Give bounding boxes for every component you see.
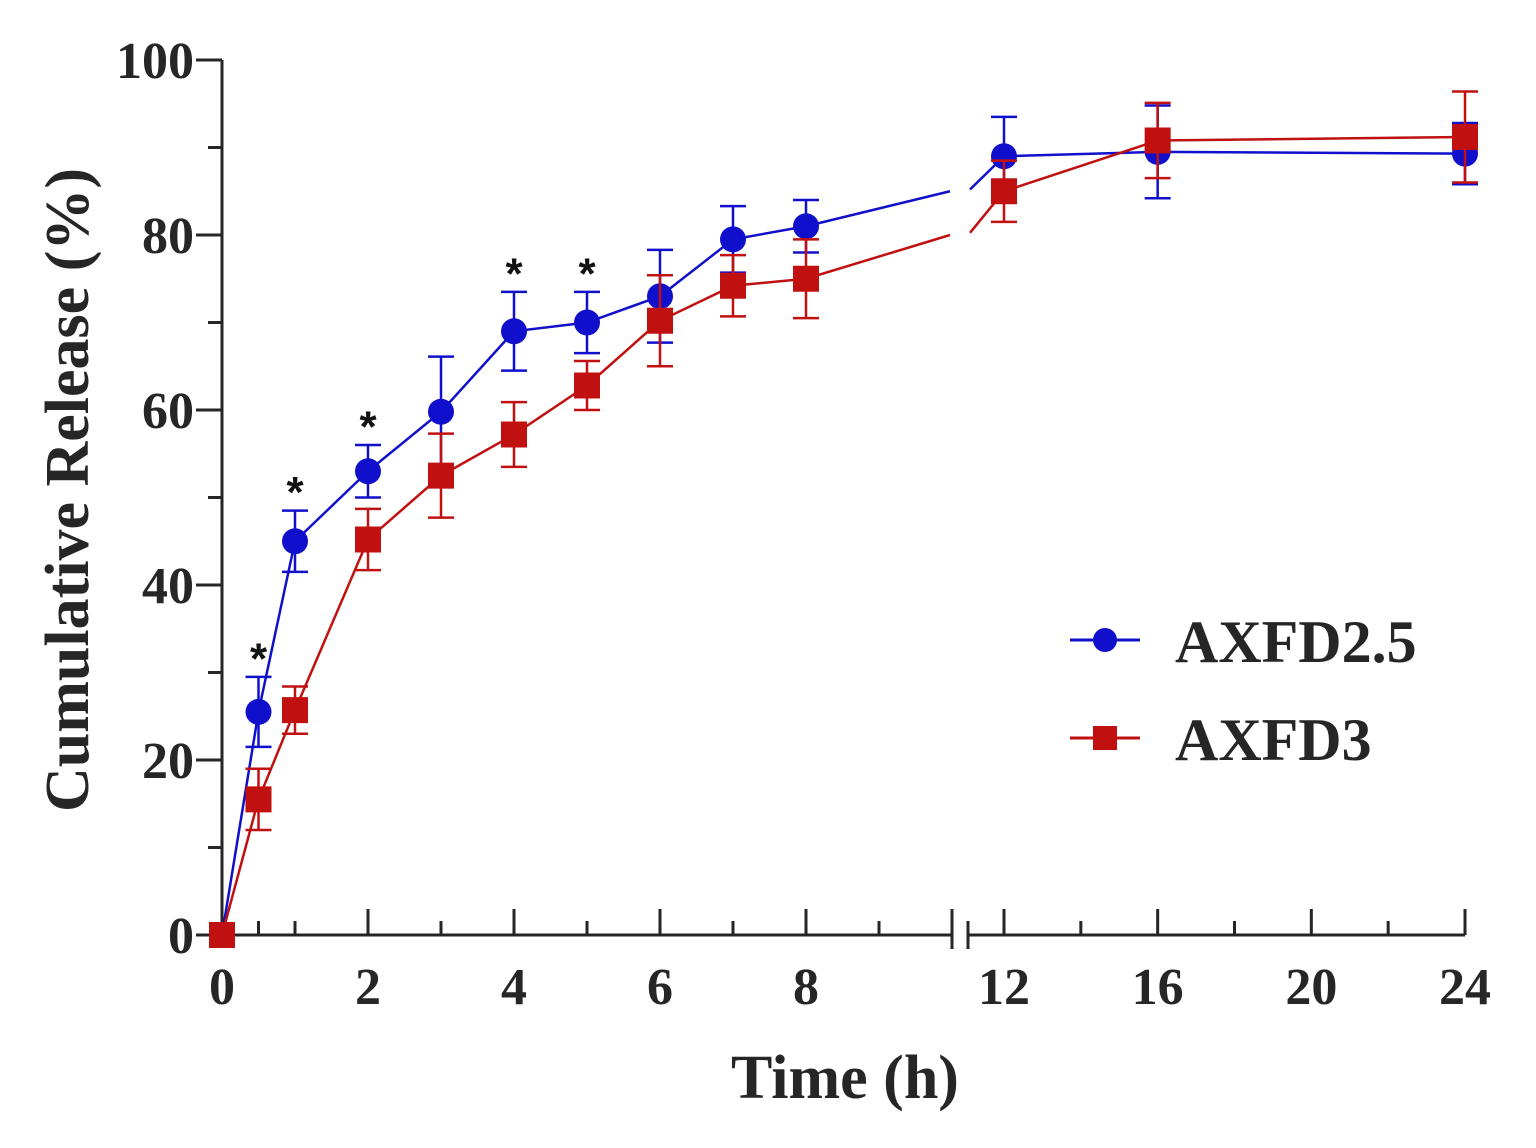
data-point [720, 226, 746, 253]
series-axfd3 [209, 90, 1478, 948]
legend-marker-axfd3 [1093, 726, 1117, 750]
series-axfd25 [209, 104, 1478, 948]
data-point [647, 307, 673, 334]
data-point [355, 458, 381, 485]
x-tick-label: 8 [793, 959, 819, 1016]
y-tick-label: 100 [116, 33, 194, 90]
data-point [355, 526, 381, 553]
series-line [969, 135, 1466, 234]
significance-star: * [505, 249, 523, 298]
x-tick-label: 20 [1285, 959, 1337, 1016]
legend: AXFD2.5 AXFD3 [1070, 609, 1417, 773]
y-tick-label: 0 [168, 908, 194, 965]
x-tick-label: 6 [647, 959, 673, 1016]
x-tick-label: 2 [355, 959, 381, 1016]
significance-star: * [286, 468, 304, 517]
data-point [574, 372, 600, 399]
data-point [428, 462, 454, 489]
data-point [991, 178, 1017, 205]
x-tick-label: 24 [1439, 959, 1491, 1016]
data-point [1144, 127, 1171, 154]
y-tick-label: 20 [142, 733, 194, 790]
x-tick-label: 4 [501, 959, 527, 1016]
annotation-layer: * * * * * [250, 249, 597, 683]
data-point [574, 309, 600, 336]
data-point [720, 272, 746, 299]
data-point [282, 528, 308, 555]
significance-star: * [359, 403, 377, 452]
data-point [245, 786, 272, 813]
data-point [428, 398, 454, 425]
legend-marker-axfd25 [1093, 628, 1117, 652]
y-axis-title: Cumulative Release (%) [34, 168, 102, 812]
data-point [501, 421, 527, 448]
data-point [793, 213, 819, 240]
legend-label-axfd3: AXFD3 [1175, 707, 1372, 773]
data-point [245, 698, 272, 725]
y-tick-label: 60 [142, 383, 194, 440]
data-point [501, 318, 527, 345]
significance-star: * [578, 249, 596, 298]
data-point [209, 922, 235, 948]
series-layer [209, 90, 1478, 948]
significance-star: * [250, 634, 268, 683]
y-tick-label: 40 [142, 558, 194, 615]
series-line [969, 150, 1466, 191]
x-axis-title: Time (h) [731, 1044, 959, 1112]
x-tick-label: 0 [209, 959, 235, 1016]
data-point [282, 697, 308, 724]
data-point [991, 143, 1017, 170]
x-tick-label: 12 [978, 959, 1030, 1016]
x-tick-label: 16 [1132, 959, 1184, 1016]
y-tick-label: 80 [142, 208, 194, 265]
legend-label-axfd25: AXFD2.5 [1175, 609, 1417, 675]
data-point [793, 265, 819, 292]
data-point [1452, 124, 1478, 150]
